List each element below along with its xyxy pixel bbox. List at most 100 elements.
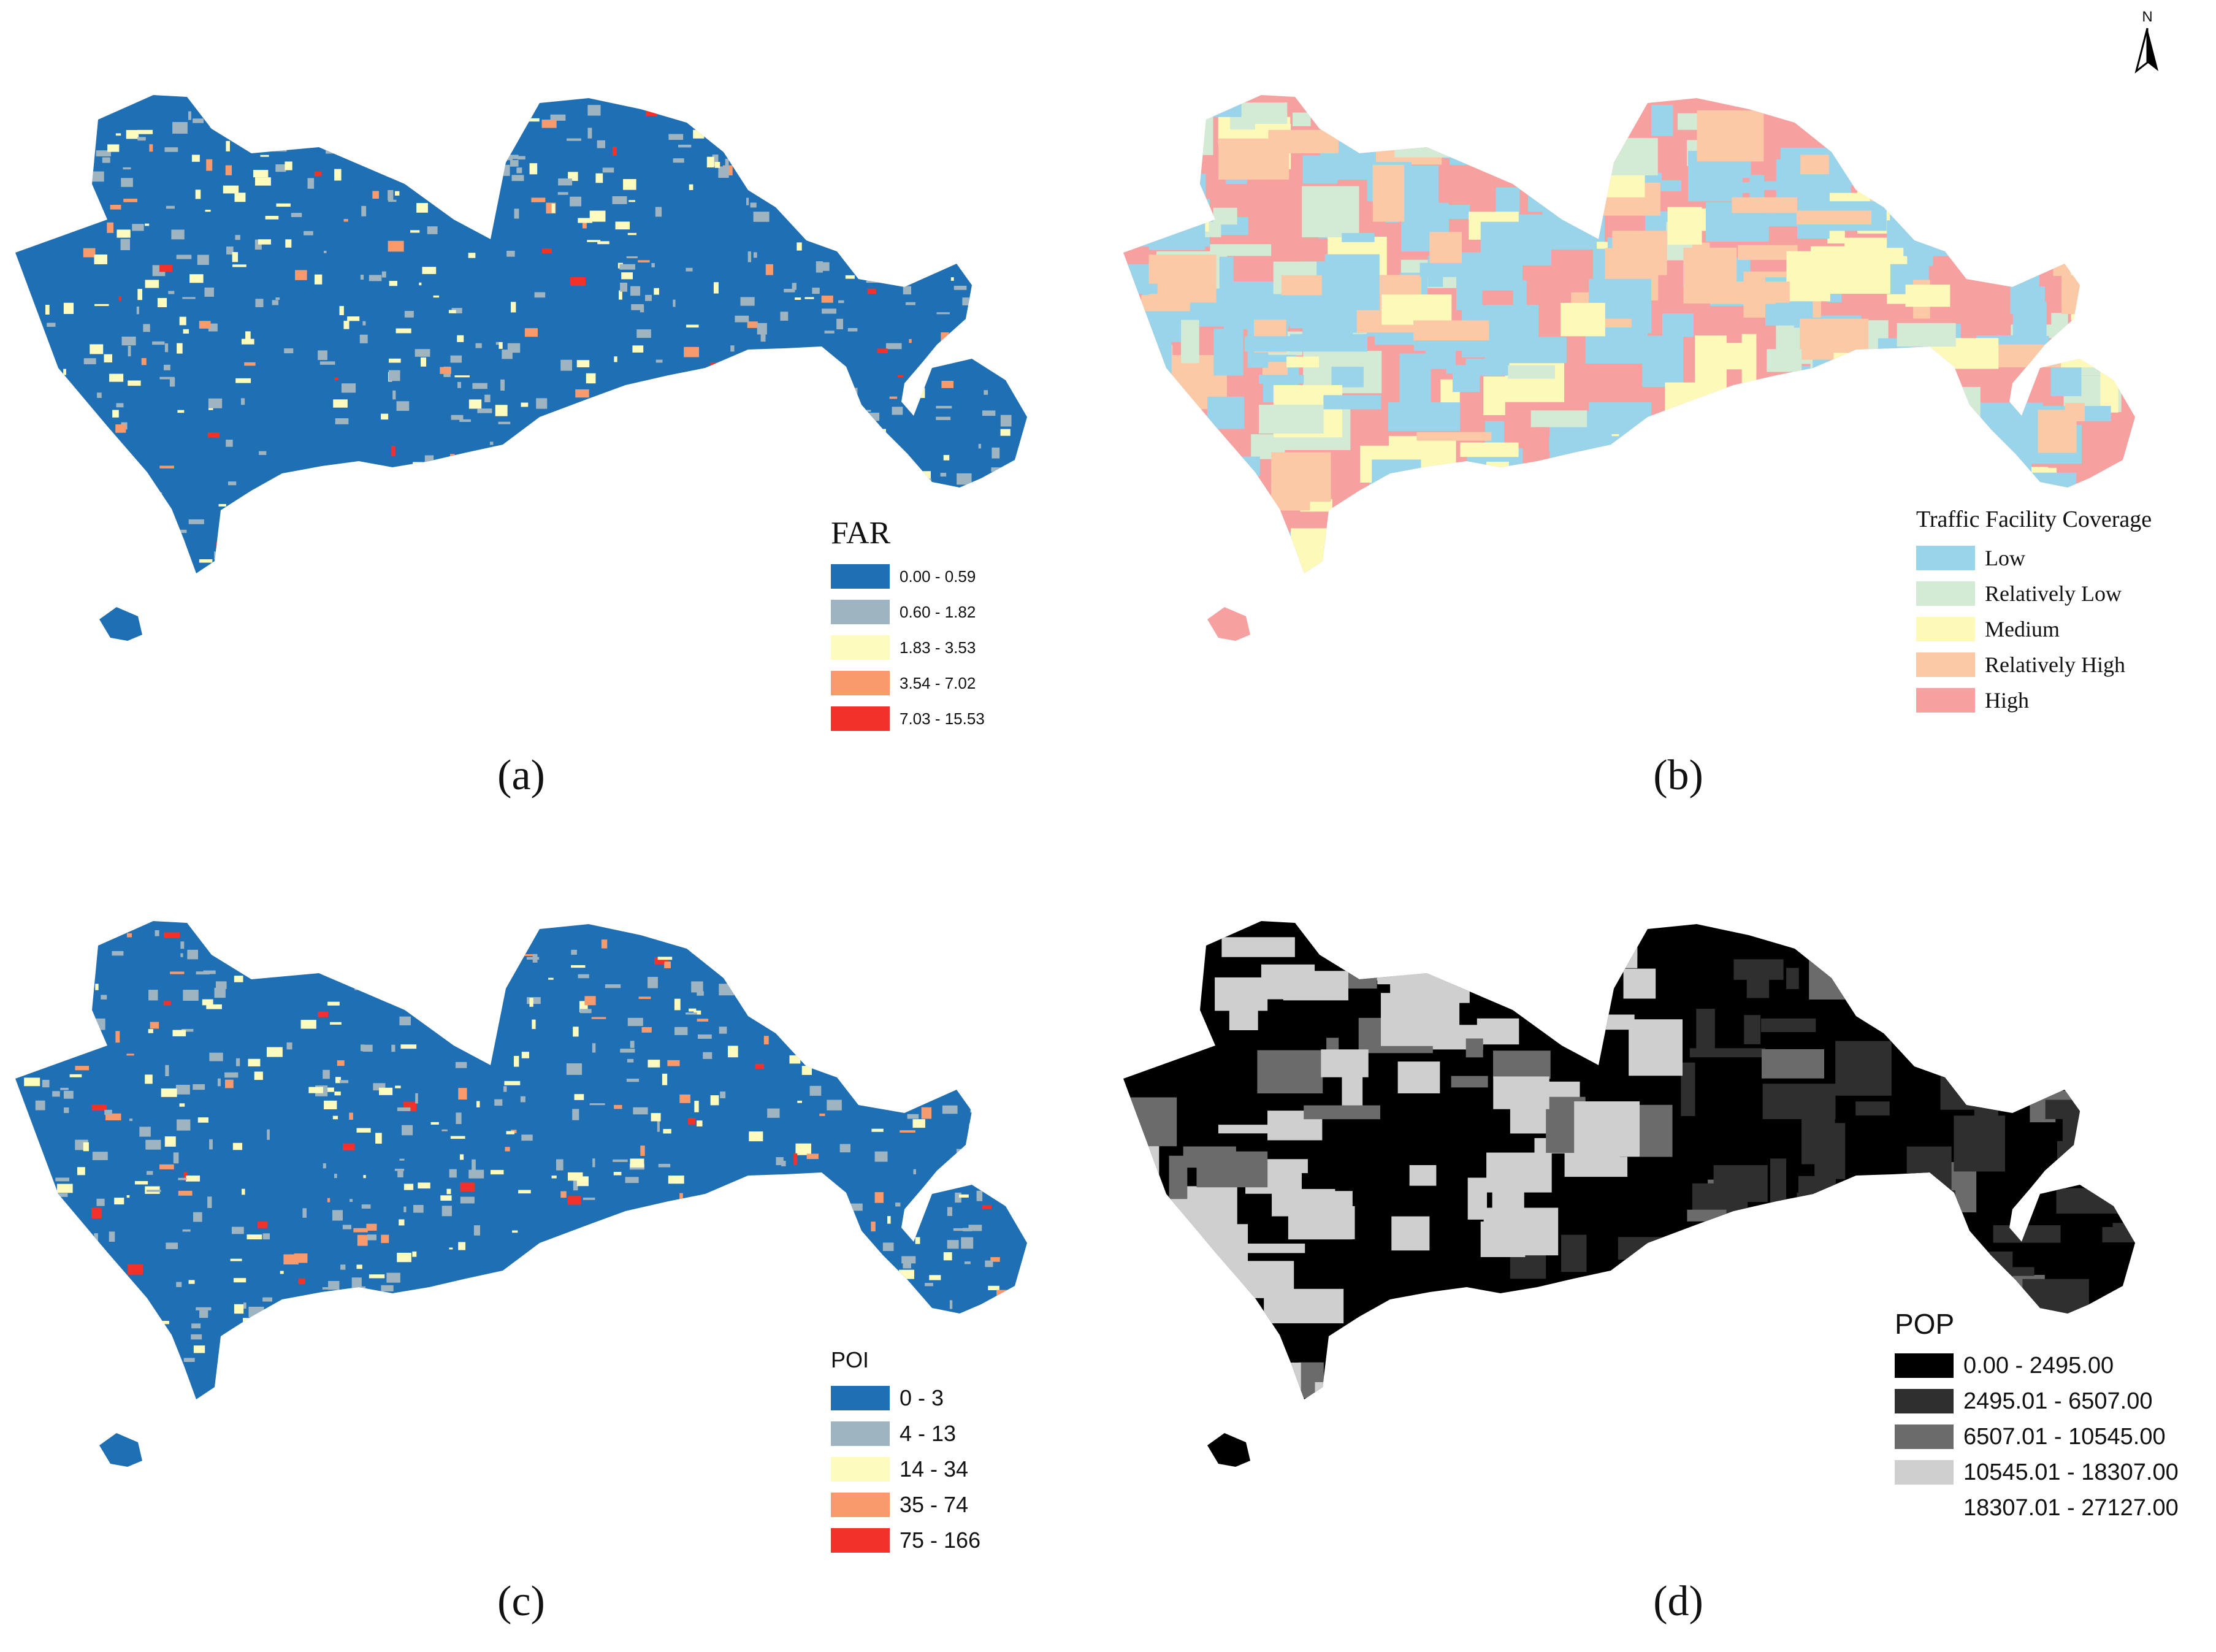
map-patch (267, 1129, 270, 1140)
map-patch (362, 1044, 373, 1052)
map-patch (500, 379, 505, 391)
map-patch (797, 387, 808, 399)
map-patch (249, 506, 258, 515)
map-patch (1465, 358, 1510, 376)
map-patch (864, 413, 880, 421)
map-patch (1721, 402, 1779, 450)
map-patch (182, 297, 196, 299)
map-patch (332, 1210, 343, 1221)
legend-swatch (1895, 1389, 1954, 1413)
map-patch (199, 1310, 208, 1318)
map-patch (849, 1069, 861, 1077)
map-patch (753, 252, 757, 258)
map-patch (388, 240, 404, 252)
map-patch (911, 184, 920, 194)
map-patch (2029, 1090, 2077, 1100)
legend-swatch (831, 564, 890, 589)
map-patch (970, 1105, 984, 1113)
map-patch (982, 410, 996, 416)
map-patch (107, 1282, 119, 1291)
map-patch (437, 966, 447, 977)
map-patch (795, 297, 801, 300)
map-patch (629, 200, 636, 202)
map-patch (822, 308, 836, 314)
map-patch (578, 494, 593, 503)
map-patch (1142, 1004, 1185, 1021)
map-patch (872, 237, 887, 243)
map-patch (482, 1004, 493, 1011)
north-arrow-icon (2134, 28, 2158, 74)
map-patch (803, 1007, 817, 1011)
map-patch (2004, 117, 2078, 150)
map-patch (2039, 99, 2078, 156)
map-patch (1619, 429, 1642, 464)
map-patch (719, 984, 735, 996)
map-patch (105, 1113, 121, 1120)
map-patch (795, 541, 802, 546)
map-patch (846, 1039, 855, 1041)
map-patch (586, 373, 596, 384)
map-patch (572, 1109, 579, 1120)
map-patch (136, 306, 139, 315)
map-patch (843, 447, 850, 451)
map-patch (638, 260, 650, 263)
map-patch (413, 462, 423, 473)
map-patch (176, 254, 192, 259)
map-patch (922, 98, 937, 102)
map-patch (482, 464, 495, 470)
map-patch (20, 373, 24, 377)
map-patch (240, 398, 245, 405)
map-patch (662, 1073, 668, 1085)
map-patch (1163, 415, 1211, 434)
map-patch (745, 370, 754, 373)
map-patch (415, 1093, 418, 1104)
map-patch (2067, 207, 2082, 230)
map-patch (357, 1234, 368, 1246)
legend-item: 6507.01 - 10545.00 (1895, 1419, 2179, 1455)
map-patch (706, 156, 714, 168)
map-patch (583, 1294, 586, 1297)
map-patch (2111, 132, 2135, 182)
map-patch (776, 113, 790, 121)
map-patch (1944, 178, 1992, 197)
map-patch (848, 487, 858, 499)
map-patch (1201, 516, 1238, 557)
map-patch (742, 924, 757, 930)
map-patch (80, 1304, 88, 1314)
map-patch (381, 271, 386, 278)
map-patch (1746, 970, 1770, 998)
map-patch (589, 210, 606, 222)
map-patch (1149, 164, 1171, 211)
map-patch (534, 292, 546, 298)
map-patch (1618, 1237, 1691, 1260)
map-patch (232, 252, 239, 262)
map-patch (902, 204, 911, 206)
map-patch (772, 1339, 781, 1347)
map-patch (589, 437, 601, 441)
map-patch (284, 348, 294, 354)
map-patch (1782, 1309, 1859, 1339)
map-patch (532, 1019, 536, 1030)
map-patch (516, 167, 522, 174)
map-patch (686, 467, 693, 475)
map-patch (1881, 962, 1940, 1006)
map-patch (1798, 1176, 1836, 1214)
map-patch (178, 529, 187, 533)
map-patch (323, 1069, 330, 1079)
panel-caption: (c) (497, 1578, 545, 1625)
map-patch (560, 1191, 567, 1198)
map-patch (847, 327, 858, 332)
map-patch (1158, 174, 1206, 220)
map-patch (816, 261, 823, 273)
map-patch (226, 140, 230, 151)
map-patch (449, 1247, 453, 1250)
map-patch (454, 375, 470, 378)
map-patch (1561, 1234, 1587, 1272)
map-patch (816, 1339, 828, 1351)
map-patch (255, 299, 264, 307)
map-patch (147, 1171, 153, 1175)
map-patch (773, 426, 782, 430)
map-patch (620, 1327, 636, 1336)
map-patch (869, 1279, 874, 1284)
map-patch (357, 529, 370, 539)
